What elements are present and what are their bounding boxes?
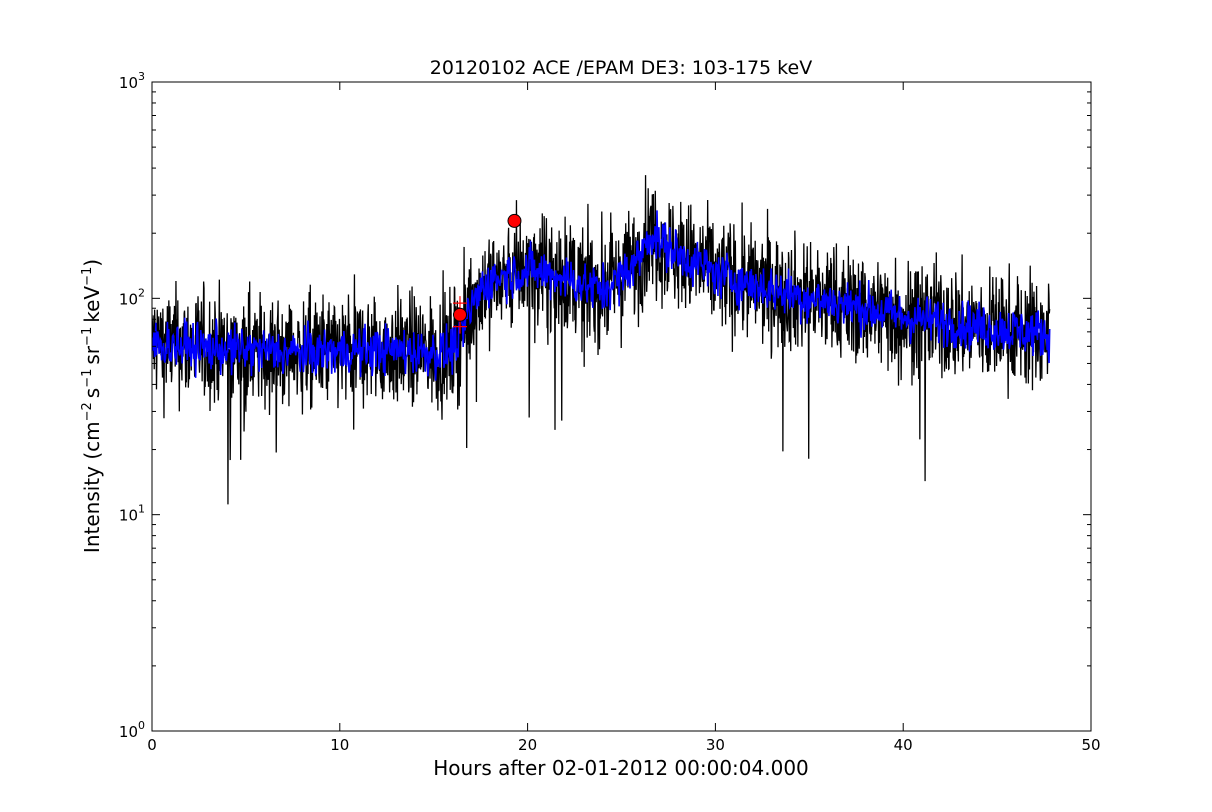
event-marker: [452, 307, 467, 322]
x-tick-label: 50: [1081, 736, 1100, 754]
plot-background: [152, 82, 1091, 731]
y-tick-label: 102: [119, 286, 145, 308]
plot-frame: [151, 81, 1092, 732]
y-tick-label: 101: [119, 503, 145, 525]
x-tick-label: 30: [706, 736, 725, 754]
series-smoothed-line: [152, 210, 1051, 381]
x-tick-label: 10: [330, 736, 349, 754]
y-tick-label: 103: [119, 70, 145, 92]
x-tick-label: 20: [518, 736, 537, 754]
chart-title: 20120102 ACE /EPAM DE3: 103-175 keV: [430, 57, 812, 79]
x-axis-label: Hours after 02-01-2012 00:00:04.000: [433, 756, 809, 780]
y-axis-label: Intensity (cm−2s−1sr−1keV−1): [80, 259, 104, 553]
event-marker: [507, 213, 522, 228]
y-tick-label: 100: [119, 719, 145, 741]
x-tick-label: 40: [894, 736, 913, 754]
x-tick-label: 0: [147, 736, 157, 754]
plus-marker: [452, 319, 467, 334]
